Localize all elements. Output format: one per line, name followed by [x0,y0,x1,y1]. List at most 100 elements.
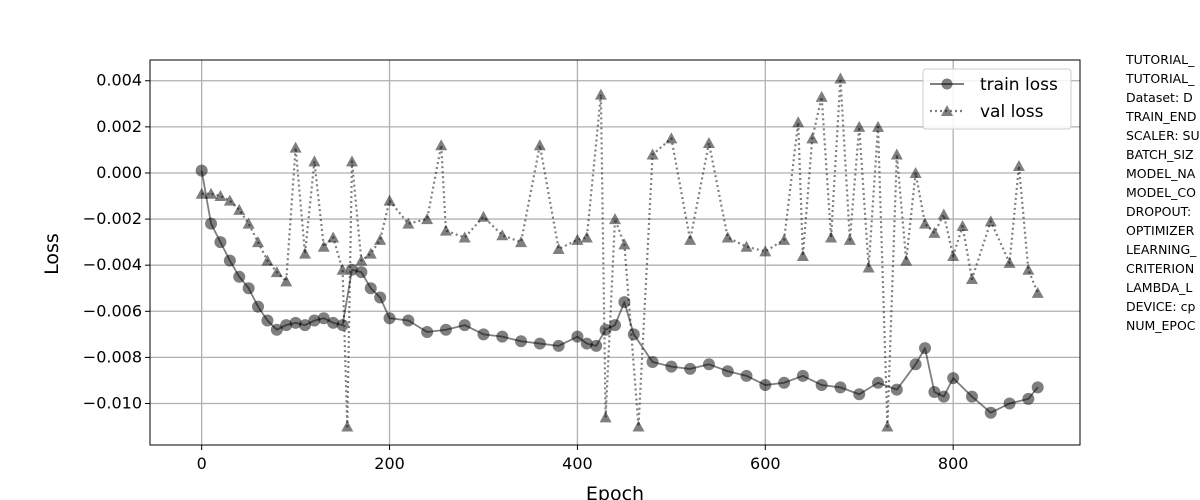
val-loss-point [280,275,293,287]
val-loss-point [458,231,471,243]
train-loss-point [580,337,593,350]
train-loss-point [242,282,255,295]
train-loss-point [533,337,546,350]
train-loss-line [200,170,1039,414]
train-loss-point [665,360,678,373]
val-loss-point [594,88,607,100]
val-loss-point [233,203,246,215]
side-note: LEARNING_ [1126,242,1197,257]
train-loss-point [646,356,659,369]
val-loss-point [618,238,631,250]
train-loss-point [289,316,302,329]
val-loss-point [778,233,791,245]
side-note: BATCH_SIZ [1126,147,1194,162]
train-loss-point [599,323,612,336]
val-loss-point [364,247,377,259]
side-note: LAMBDA_L [1126,280,1192,295]
val-loss-point [289,141,302,153]
side-note: NUM_EPOC [1126,318,1196,333]
val-loss-point [496,229,509,241]
val-loss-point [1022,263,1035,275]
val-loss-point [937,208,950,220]
train-loss-point [890,383,903,396]
train-loss-point [1031,381,1044,394]
val-loss-point [890,148,903,160]
val-loss-point [815,90,828,102]
train-loss-point [740,369,753,382]
val-loss-point [759,245,772,257]
val-loss-series [195,72,1044,432]
side-note: DEVICE: cp [1126,299,1195,314]
x-tick-label: 600 [750,454,781,473]
train-loss-point [618,296,631,309]
val-loss-point [336,263,349,275]
val-loss-point [1012,160,1025,172]
train-loss-point [909,358,922,371]
val-loss-point [515,236,528,248]
val-loss-point [435,139,448,151]
train-loss-point [374,291,387,304]
train-loss-point [590,339,603,352]
train-loss-point [778,376,791,389]
legend-val-marker [941,105,953,116]
val-loss-point [872,120,885,132]
val-loss-point [853,120,866,132]
val-loss-point [825,231,838,243]
side-note: TRAIN_END [1125,109,1197,124]
legend-train-marker [941,78,953,90]
train-loss-point [919,342,931,355]
train-loss-point [458,319,471,332]
side-note: MODEL_CO [1126,185,1196,200]
legend-val-label: val loss [980,102,1044,122]
x-tick-label: 400 [562,454,593,473]
train-loss-point [571,330,584,343]
val-loss-point [355,254,368,266]
val-loss-point [862,261,875,273]
val-loss-point [609,213,621,225]
train-loss-point [261,314,274,327]
val-loss-point [665,132,678,144]
side-note: OPTIMIZER [1126,223,1195,238]
val-loss-point [919,217,931,229]
val-loss-point [947,249,960,261]
val-loss-point [261,254,274,266]
train-loss-point [872,376,885,389]
val-loss-point [439,224,452,236]
val-loss-point [205,187,218,199]
val-loss-point [477,210,490,222]
y-tick-label: 0.002 [96,117,142,136]
val-loss-point [1031,286,1044,298]
train-loss-point [984,406,997,419]
val-loss-point [341,420,354,432]
x-tick-label: 0 [197,454,207,473]
val-loss-point [684,233,697,245]
train-loss-point [270,323,283,336]
val-loss-point [796,249,809,261]
val-loss-point [792,116,805,128]
train-loss-point [383,312,396,325]
y-tick-label: −0.006 [83,301,142,320]
y-tick-label: −0.010 [83,394,142,413]
val-loss-point [327,231,340,243]
x-axis-label: Epoch [586,483,644,500]
train-loss-point [439,323,452,336]
val-loss-point [214,190,227,202]
val-loss-line [201,77,1039,428]
x-tick-label: 200 [374,454,405,473]
val-loss-point [956,219,969,231]
val-loss-point [533,139,546,151]
train-loss-point [421,326,434,339]
train-loss-point [223,254,236,267]
train-loss-point [609,319,621,332]
val-loss-point [383,194,396,206]
val-loss-point [345,155,358,167]
val-loss-point [195,187,208,199]
side-note: Dataset: D [1126,90,1193,105]
val-loss-point [646,148,659,160]
val-loss-point [806,132,819,144]
val-loss-point [580,231,593,243]
train-loss-point [355,266,368,279]
train-loss-point [815,379,828,392]
train-loss-point [364,282,377,295]
